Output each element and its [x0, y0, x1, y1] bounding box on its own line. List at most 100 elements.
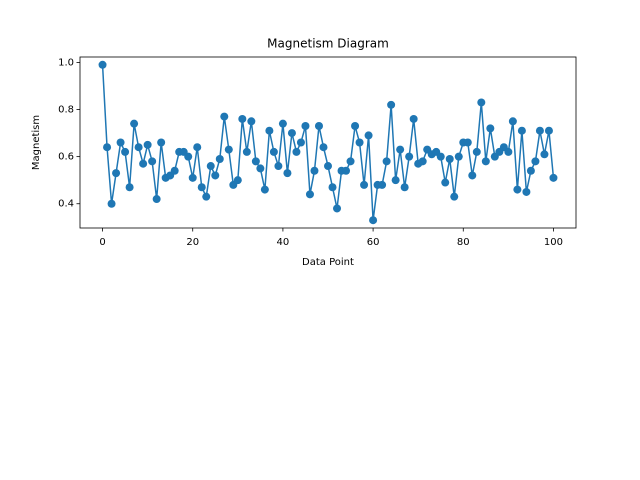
- data-point: [242, 147, 251, 156]
- data-point: [184, 152, 193, 161]
- data-point: [247, 117, 256, 126]
- data-point: [238, 114, 247, 123]
- data-line: [101, 64, 555, 221]
- data-point: [477, 98, 486, 107]
- data-point: [103, 143, 112, 152]
- data-point: [193, 143, 202, 152]
- data-point: [328, 183, 337, 192]
- chart-title: Magnetism Diagram: [267, 37, 389, 51]
- data-point: [188, 173, 197, 182]
- data-point: [251, 157, 260, 166]
- data-point: [314, 122, 323, 131]
- x-tick-label: 40: [277, 237, 290, 248]
- data-point: [202, 192, 211, 201]
- data-point: [378, 180, 387, 189]
- data-point: [324, 162, 332, 171]
- data-point: [526, 166, 535, 175]
- data-point: [112, 169, 121, 178]
- x-tick-label: 100: [544, 237, 563, 248]
- x-tick-label: 20: [186, 237, 199, 248]
- data-point: [355, 138, 364, 147]
- data-point: [445, 154, 454, 163]
- y-tick-label: 0.6: [58, 152, 74, 163]
- data-point: [517, 126, 526, 135]
- x-tick-label: 80: [457, 237, 470, 248]
- data-point: [296, 138, 305, 147]
- data-point: [504, 147, 513, 156]
- data-point: [148, 157, 157, 166]
- x-axis-label: Data Point: [302, 257, 354, 268]
- data-point: [387, 100, 396, 109]
- x-tick-label: 60: [367, 237, 380, 248]
- data-point: [540, 150, 549, 159]
- data-point: [436, 152, 445, 161]
- data-point: [211, 171, 220, 180]
- data-point: [98, 60, 107, 69]
- data-point: [549, 173, 558, 182]
- data-point: [305, 190, 314, 199]
- data-point: [535, 126, 544, 135]
- data-point: [409, 114, 418, 123]
- data-point: [116, 138, 125, 147]
- data-point: [265, 126, 274, 135]
- data-point: [139, 159, 148, 168]
- data-point: [486, 124, 495, 133]
- data-point: [400, 183, 409, 192]
- data-point: [360, 180, 369, 189]
- data-point: [121, 147, 130, 156]
- data-point: [274, 162, 283, 171]
- data-point: [369, 216, 378, 225]
- data-point: [382, 157, 391, 166]
- data-point: [468, 171, 477, 180]
- data-point: [301, 122, 310, 131]
- data-point: [233, 176, 242, 185]
- data-point: [333, 204, 342, 213]
- data-point: [197, 183, 206, 192]
- data-point: [396, 145, 405, 154]
- data-point: [351, 122, 360, 131]
- data-point: [481, 157, 490, 166]
- data-point: [364, 131, 373, 140]
- y-axis-label: Magnetism: [31, 115, 42, 170]
- data-point: [287, 129, 296, 138]
- data-point: [346, 157, 355, 166]
- data-point: [269, 147, 278, 156]
- data-point: [441, 178, 450, 187]
- data-point: [292, 147, 301, 156]
- data-point: [405, 152, 414, 161]
- data-point: [522, 187, 531, 196]
- data-point: [513, 185, 522, 194]
- data-point: [215, 154, 224, 163]
- data-point: [220, 112, 229, 121]
- y-tick-label: 0.4: [58, 199, 74, 210]
- data-point: [130, 119, 139, 128]
- data-point: [283, 169, 292, 178]
- y-tick-label: 0.8: [58, 105, 74, 116]
- data-point: [125, 183, 134, 192]
- data-point: [391, 176, 400, 185]
- data-point: [256, 164, 265, 173]
- data-point: [260, 185, 269, 194]
- data-point: [418, 157, 427, 166]
- data-point: [508, 117, 517, 126]
- y-tick-label: 1.0: [58, 57, 74, 68]
- data-point: [319, 143, 328, 152]
- data-point: [450, 192, 459, 201]
- data-point: [463, 138, 472, 147]
- data-point: [206, 162, 215, 171]
- data-point: [157, 138, 166, 147]
- data-point: [342, 166, 351, 175]
- data-point: [143, 140, 152, 149]
- data-point: [472, 147, 481, 156]
- data-point: [224, 145, 233, 154]
- plot-frame: [79, 56, 577, 229]
- data-point: [454, 152, 463, 161]
- data-point: [278, 119, 287, 128]
- data-point: [170, 166, 179, 175]
- data-point: [152, 195, 161, 204]
- data-point: [107, 199, 116, 208]
- x-tick-label: 0: [99, 237, 105, 248]
- data-point: [134, 143, 143, 152]
